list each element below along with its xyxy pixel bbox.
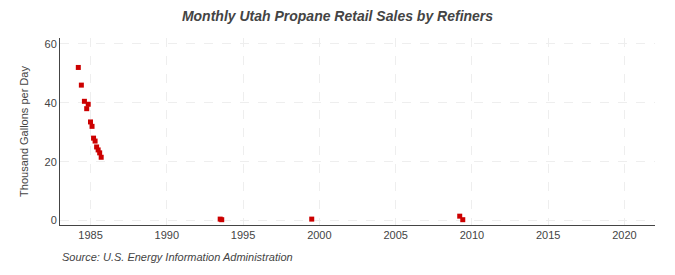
svg-text:2015: 2015 bbox=[536, 229, 560, 241]
svg-text:20: 20 bbox=[45, 156, 57, 168]
svg-text:Monthly Utah Propane Retail Sa: Monthly Utah Propane Retail Sales by Ref… bbox=[182, 8, 493, 24]
svg-text:60: 60 bbox=[45, 38, 57, 50]
svg-text:Source: U.S. Energy Informatio: Source: U.S. Energy Information Administ… bbox=[62, 251, 293, 263]
svg-text:2020: 2020 bbox=[612, 229, 636, 241]
svg-text:0: 0 bbox=[51, 214, 57, 226]
svg-text:40: 40 bbox=[45, 97, 57, 109]
svg-text:2005: 2005 bbox=[383, 229, 407, 241]
svg-text:1995: 1995 bbox=[231, 229, 255, 241]
svg-text:2000: 2000 bbox=[307, 229, 331, 241]
svg-text:Thousand Gallons per Day: Thousand Gallons per Day bbox=[18, 66, 30, 197]
svg-text:2010: 2010 bbox=[460, 229, 484, 241]
svg-text:1985: 1985 bbox=[78, 229, 102, 241]
svg-text:1990: 1990 bbox=[155, 229, 179, 241]
